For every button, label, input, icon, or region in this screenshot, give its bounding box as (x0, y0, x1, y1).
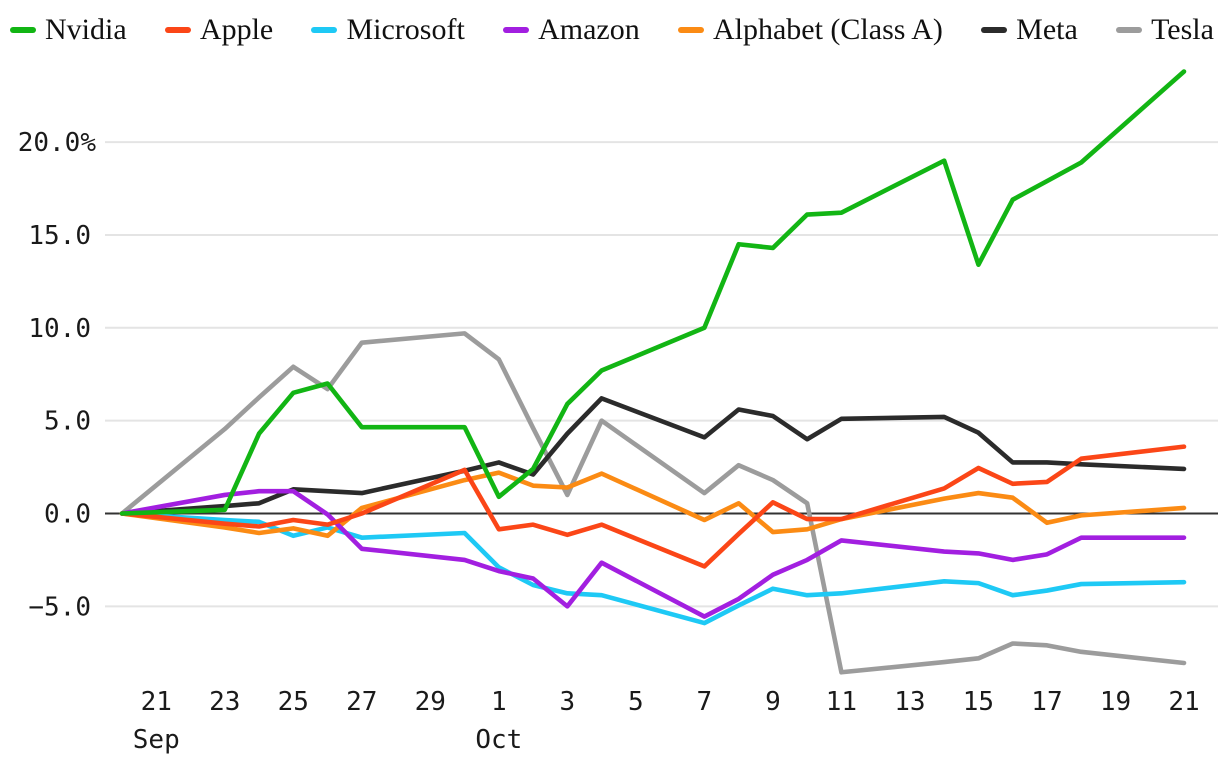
x-tick-label: 29 (415, 687, 446, 717)
series-line-alphabet-class-a (119, 470, 1187, 539)
legend-swatch-amazon (503, 27, 530, 33)
x-tick-label: 7 (697, 687, 713, 717)
series-line-nvidia (119, 69, 1187, 516)
legend-label: Apple (199, 13, 274, 46)
y-tick-label: 20.0% (18, 128, 97, 158)
legend-label: Tesla (1151, 13, 1214, 46)
legend-item-amazon: Amazon (503, 15, 640, 45)
series-line-tesla (119, 331, 1187, 675)
legend-item-alphabet-class-a: Alphabet (Class A) (677, 13, 943, 46)
legend-swatch-apple (164, 27, 191, 33)
legend: Nvidia Apple Microsoft Amazon Alphabet (Clas… (0, 6, 1220, 54)
x-tick-label: 25 (278, 687, 309, 717)
legend-item-meta: Meta (981, 15, 1078, 45)
x-tick-label: 15 (963, 687, 994, 717)
legend-swatch-alphabet-class-a (677, 27, 704, 33)
y-tick-label: 10.0 (28, 314, 91, 344)
x-tick-label: 1 (491, 687, 507, 717)
legend-item-nvidia: Nvidia (10, 15, 127, 45)
legend-swatch-tesla (1116, 27, 1143, 33)
y-tick-label: 15.0 (28, 221, 91, 251)
y-tick-label: 0.0 (44, 500, 91, 530)
x-tick-label: 9 (765, 687, 781, 717)
legend-item-apple: Apple (164, 13, 274, 46)
legend-label: Nvidia (45, 13, 127, 46)
legend-item-tesla: Tesla (1116, 15, 1214, 45)
x-tick-label: 19 (1100, 687, 1131, 717)
x-tick-label: 17 (1031, 687, 1062, 717)
series-line-amazon (119, 488, 1187, 619)
x-tick-label: 27 (346, 687, 377, 717)
series-line-meta (119, 396, 1187, 516)
legend-swatch-nvidia (10, 27, 36, 33)
legend-label: Microsoft (346, 13, 465, 46)
x-tick-label: 21 (141, 687, 172, 717)
y-tick-label: 5.0 (44, 407, 91, 437)
x-tick-label: 3 (560, 687, 576, 717)
x-tick-label: 23 (209, 687, 240, 717)
series-line-apple (119, 444, 1187, 569)
x-tick-label: 13 (894, 687, 925, 717)
y-tick-label: −5.0 (28, 592, 91, 622)
x-tick-label: 5 (628, 687, 644, 717)
legend-label: Alphabet (Class A) (712, 13, 943, 46)
x-tick-label: 21 (1168, 687, 1199, 717)
legend-swatch-meta (981, 27, 1008, 33)
legend-item-microsoft: Microsoft (311, 13, 465, 46)
legend-label: Amazon (538, 13, 640, 46)
legend-label: Meta (1016, 13, 1078, 46)
month-label-oct: Oct (475, 725, 522, 755)
x-tick-label: 11 (826, 687, 857, 717)
legend-swatch-microsoft (311, 27, 338, 33)
month-label-sep: Sep (133, 725, 180, 755)
